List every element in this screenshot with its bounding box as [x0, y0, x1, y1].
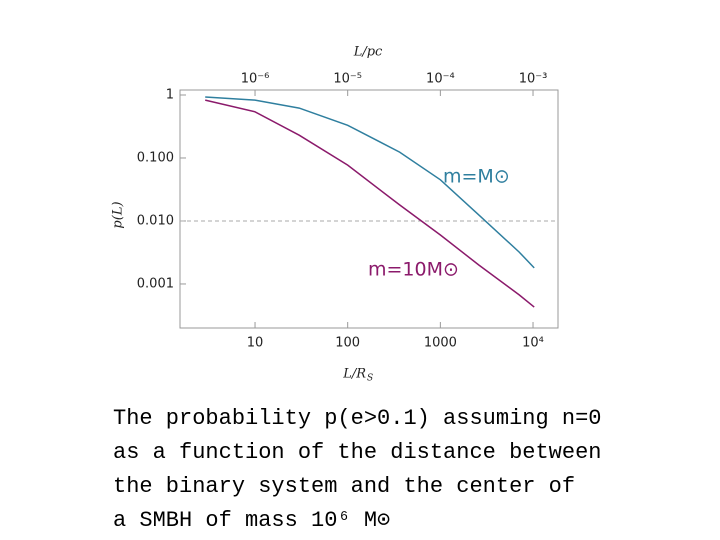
series-line: [205, 99, 535, 308]
y-tick-label: 1: [166, 87, 174, 102]
series-label: m=M⊙: [443, 166, 510, 188]
x-axis-label: L/R: [342, 367, 366, 382]
series-label: m=10M⊙: [368, 259, 459, 281]
series-line: [205, 96, 535, 269]
caption-line: a SMBH of mass 10⁶ M⊙: [113, 508, 390, 533]
y-tick-label: 0.100: [137, 150, 174, 165]
x-tick-label: 10: [247, 336, 264, 351]
y-tick-label: 0.001: [137, 276, 174, 291]
x2-tick-label: 10⁻⁵: [333, 72, 362, 87]
y-tick-label: 0.010: [137, 213, 174, 228]
x2-axis-label: L/pc: [353, 45, 383, 60]
plot-frame: [179, 89, 559, 329]
x2-tick-label: 10⁻⁶: [241, 72, 270, 87]
caption-line: The probability p(e>0.1) assuming n=0: [113, 406, 601, 431]
y-axis-label: p(L): [111, 201, 126, 228]
x-tick-label: 100: [335, 336, 360, 351]
caption-line: as a function of the distance between: [113, 440, 601, 465]
caption-line: the binary system and the center of: [113, 474, 575, 499]
x2-tick-label: 10⁻⁴: [426, 72, 455, 87]
x-tick-label: 10⁴: [522, 336, 544, 351]
x2-tick-label: 10⁻³: [519, 72, 548, 87]
x-tick-label: 1000: [424, 336, 457, 351]
x-axis-label-sub: S: [367, 374, 373, 384]
